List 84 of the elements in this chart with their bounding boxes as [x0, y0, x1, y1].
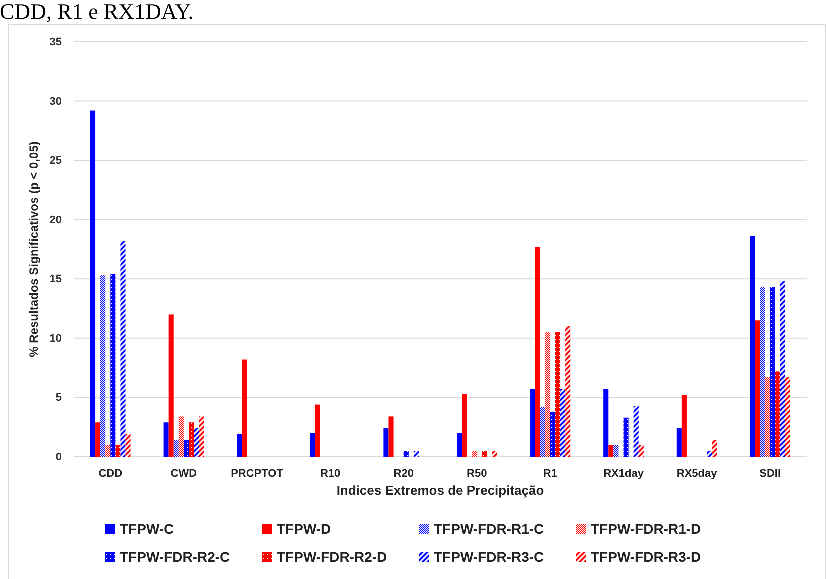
bar: [184, 440, 189, 457]
y-tick-label: 30: [50, 96, 62, 108]
bar: [242, 360, 248, 457]
bar: [310, 433, 316, 457]
x-tick-label: RX1day: [604, 468, 645, 480]
legend-label: TFPW-FDR-R1-C: [434, 521, 544, 537]
y-tick-label: 5: [56, 392, 62, 404]
bar: [608, 445, 614, 457]
legend-label: TFPW-FDR-R1-D: [591, 521, 702, 537]
x-tick-label: R1: [543, 468, 558, 480]
bar: [199, 416, 204, 457]
bar: [164, 422, 169, 457]
bar: [472, 451, 478, 457]
bar: [110, 274, 116, 457]
bar: [765, 378, 770, 457]
x-tick-label: PRCPTOT: [231, 468, 284, 480]
bar: [785, 378, 791, 457]
legend-label: TFPW-C: [120, 521, 174, 537]
bar: [106, 445, 111, 457]
bar: [770, 287, 776, 457]
bar: [566, 326, 571, 457]
bar: [126, 434, 131, 457]
bar: [760, 287, 766, 457]
bar: [775, 372, 780, 457]
x-axis-title: Indices Extremos de Precipitação: [336, 483, 544, 498]
bar: [634, 406, 639, 457]
legend-label: TFPW-FDR-R3-C: [434, 549, 544, 565]
y-tick-label: 20: [50, 214, 62, 226]
bar: [96, 422, 101, 457]
bar: [545, 332, 550, 457]
bar: [168, 314, 174, 457]
x-tick-label: R10: [320, 468, 341, 480]
bar: [404, 451, 409, 457]
bar: [482, 451, 488, 457]
bar: [755, 320, 760, 457]
bar: [492, 451, 498, 457]
y-tick-label: 0: [56, 452, 62, 464]
bar: [462, 394, 468, 457]
bar: [456, 433, 462, 457]
bar: [188, 422, 194, 457]
y-axis-title: % Resultados Significativos (p < 0,05): [27, 142, 41, 358]
bar: [624, 418, 629, 457]
bar: [750, 236, 756, 457]
bar: [90, 110, 96, 457]
bar: [707, 451, 712, 457]
x-tick-label: R50: [467, 468, 488, 480]
legend-label: TFPW-FDR-R3-D: [591, 549, 702, 565]
bar: [535, 247, 540, 457]
bar: [560, 389, 566, 457]
y-tick-label: 35: [50, 36, 62, 49]
bar: [194, 428, 200, 457]
bar: [116, 445, 121, 457]
legend-label: TFPW-FDR-R2-D: [277, 549, 388, 565]
text: CDD, R1 e RX1DAY.: [0, 0, 194, 24]
legend-label: TFPW-FDR-R2-C: [120, 549, 230, 565]
bar: [540, 407, 546, 457]
bar: [555, 332, 561, 457]
x-tick-label: RX5day: [676, 468, 718, 480]
bar: [712, 440, 718, 457]
bar: [414, 451, 419, 457]
bar: [120, 241, 126, 457]
bar: [780, 282, 786, 457]
bar: [100, 276, 106, 457]
bar: [178, 416, 184, 457]
bar: [676, 428, 682, 457]
x-tick-label: R20: [394, 468, 414, 480]
bar: [174, 440, 179, 457]
bar: [638, 445, 644, 457]
bar: [614, 445, 619, 457]
x-tick-label: CDD: [98, 468, 123, 480]
x-tick-label: CWD: [170, 468, 198, 480]
y-tick-label: 15: [50, 274, 62, 286]
bar: [384, 428, 389, 457]
y-tick-label: 25: [50, 155, 62, 168]
bar: [550, 412, 556, 457]
bar: [682, 395, 687, 457]
bar: [604, 389, 609, 457]
bar: [388, 416, 394, 457]
x-tick-label: SDII: [760, 468, 782, 480]
legend-label: TFPW-D: [277, 521, 332, 537]
bar: [315, 404, 320, 457]
y-tick-label: 10: [50, 332, 62, 345]
bar: [530, 389, 536, 457]
bar: [237, 434, 242, 457]
